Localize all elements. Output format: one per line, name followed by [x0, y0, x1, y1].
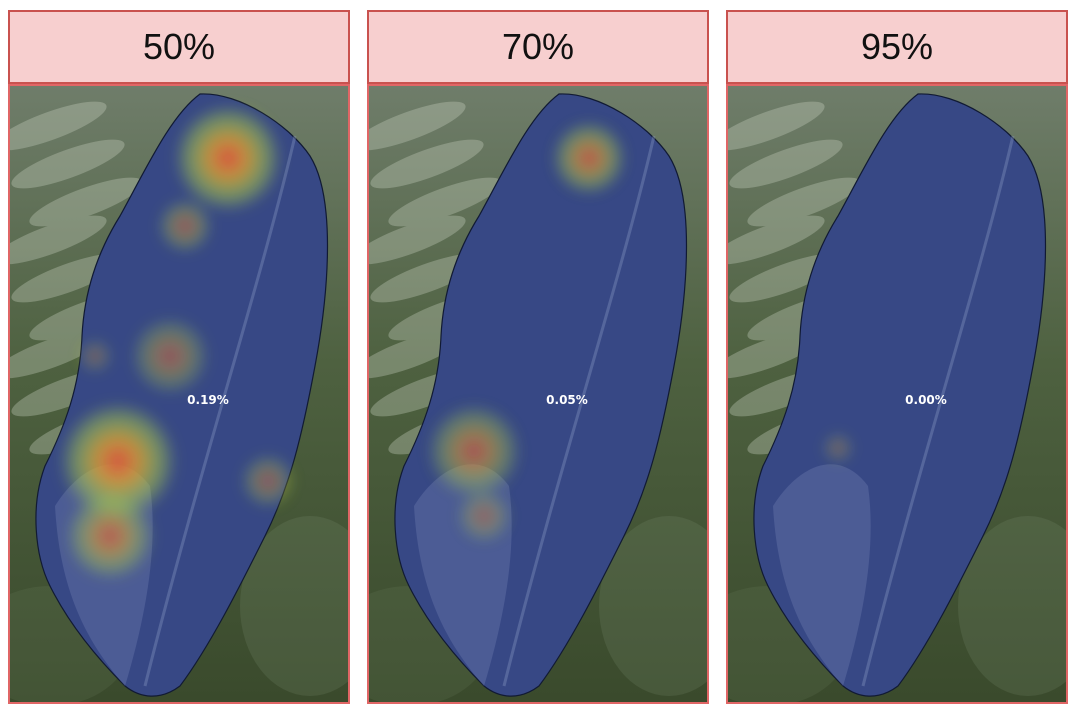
leaf-midrib — [502, 135, 656, 687]
heat-spot — [157, 198, 213, 254]
percentage-label: 0.19% — [187, 393, 229, 407]
heat-spot — [551, 120, 627, 196]
panel-title: 50% — [8, 10, 350, 84]
heat-spot — [130, 316, 210, 396]
heatmap-image: 0.00% — [726, 84, 1068, 704]
leaf-midrib — [861, 135, 1015, 687]
heat-spots — [426, 120, 627, 544]
heatmap-svg: 0.00% — [728, 86, 1066, 702]
heat-spots — [822, 432, 854, 464]
heat-spot — [65, 491, 155, 581]
heatmap-image: 0.05% — [367, 84, 709, 704]
panel-50: 50% 0.19% — [8, 10, 350, 706]
heat-spot — [456, 488, 512, 544]
panel-70: 70% 0.05% — [367, 10, 709, 706]
panel-title: 70% — [367, 10, 709, 84]
percentage-label: 0.00% — [905, 393, 947, 407]
panel-title: 95% — [726, 10, 1068, 84]
heat-spot — [58, 401, 178, 521]
heat-spot — [77, 338, 113, 374]
heat-spot — [173, 103, 283, 213]
heat-spots — [58, 103, 296, 581]
heatmap-svg: 0.19% — [10, 86, 348, 702]
heatmap-image: 0.19% — [8, 84, 350, 704]
heat-spot — [240, 453, 296, 509]
heatmap-svg: 0.05% — [369, 86, 707, 702]
percentage-label: 0.05% — [546, 393, 588, 407]
leaf-segmentation-overlay — [753, 93, 1047, 697]
heat-spot — [822, 432, 854, 464]
heat-spot — [426, 403, 522, 499]
leaf-midrib — [143, 135, 297, 687]
leaf-segmentation-overlay — [394, 93, 688, 697]
panel-95: 95% 0.00% — [726, 10, 1068, 706]
